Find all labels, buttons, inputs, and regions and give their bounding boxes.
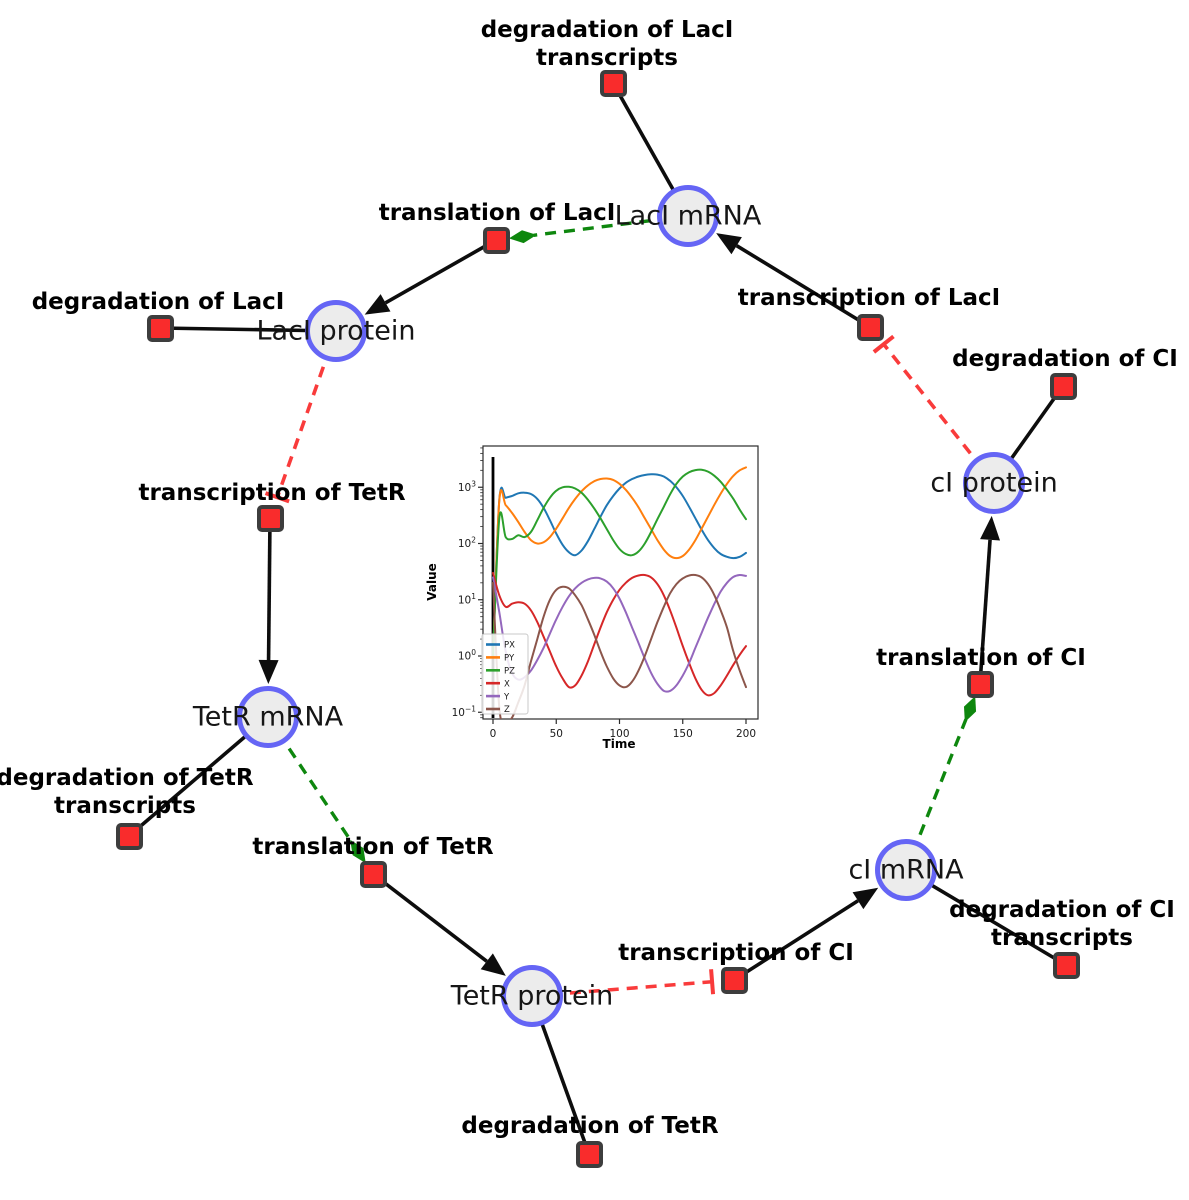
edge-tetr_mrna-translation_tetr-diamond	[350, 839, 366, 864]
reaction-node-transcription_ci[interactable]	[720, 966, 748, 994]
legend-label-PZ: PZ	[504, 667, 515, 677]
species-node-laci_protein[interactable]	[305, 300, 367, 362]
timecourse-inset-plot: Time Value 0 50 100 150 200 10−1 100 101 102 103 P…	[425, 435, 770, 765]
legend-label-Y: Y	[503, 692, 510, 702]
reaction-node-deg_laci_tx[interactable]	[599, 69, 627, 97]
edge-laci_mrna-translation_laci-diamond	[508, 230, 537, 244]
plot-x-axis-label: Time	[603, 737, 636, 751]
legend-label-PY: PY	[504, 654, 515, 664]
reaction-node-translation_laci[interactable]	[482, 226, 510, 254]
reaction-node-deg_ci[interactable]	[1049, 372, 1077, 400]
edge-transcription_ci-ci_mrna-arrowhead	[852, 887, 879, 910]
edge-ci_mrna-deg_ci_tx	[905, 868, 1067, 967]
edge-transcription_ci-ci_mrna	[733, 899, 859, 982]
x-tick-label: 50	[550, 728, 563, 740]
legend-box	[481, 633, 529, 715]
y-tick-label: 102	[458, 536, 476, 551]
edge-translation_laci-laci_protein	[384, 238, 497, 305]
series-line-PY	[492, 466, 747, 657]
series-line-Y	[492, 573, 747, 693]
species-node-ci_mrna[interactable]	[875, 839, 937, 901]
reaction-node-deg_tetr_tx[interactable]	[115, 822, 143, 850]
edge-transcription_tetr-tetr_mrna	[266, 517, 272, 661]
edge-translation_ci-ci_protein	[978, 539, 992, 685]
species-node-tetr_mrna[interactable]	[237, 686, 299, 748]
edge-translation_laci-laci_protein-arrowhead	[364, 294, 391, 315]
y-tick-label: 10−1	[452, 704, 477, 719]
edge-laci_protein-transcription_tetr-tbar	[264, 491, 290, 504]
x-tick-label: 100	[609, 728, 629, 740]
edge-ci_mrna-translation_ci-diamond	[963, 696, 977, 723]
y-tick-label: 100	[458, 648, 476, 663]
reaction-node-deg_laci[interactable]	[146, 314, 174, 342]
edge-translation_tetr-tetr_protein	[371, 872, 488, 963]
species-node-laci_mrna[interactable]	[657, 185, 719, 247]
plot-legend: PX PY PZ XYZ	[481, 633, 529, 715]
x-tick-label: 0	[490, 728, 497, 740]
edge-translation_ci-ci_protein-arrowhead	[980, 515, 1001, 541]
series-line-PZ	[492, 468, 747, 657]
edge-transcription_laci-laci_mrna-arrowhead	[716, 233, 742, 255]
edge-transcription_tetr-tetr_mrna-arrowhead	[258, 659, 279, 685]
plot-y-axis-label: Value	[425, 563, 439, 601]
reaction-node-translation_tetr[interactable]	[359, 860, 387, 888]
legend-label-Z: Z	[504, 705, 510, 715]
reaction-node-transcription_tetr[interactable]	[256, 504, 284, 532]
edge-translation_tetr-tetr_protein-arrowhead	[480, 953, 506, 976]
legend-label-PX: PX	[504, 641, 515, 651]
species-node-ci_protein[interactable]	[963, 452, 1025, 514]
series-line-Z	[492, 573, 747, 719]
x-tick-label: 150	[673, 728, 693, 740]
y-tick-label: 101	[458, 592, 476, 607]
species-node-tetr_protein[interactable]	[501, 965, 563, 1027]
x-tick-label: 200	[736, 728, 756, 740]
edge-transcription_laci-laci_mrna	[735, 244, 871, 329]
edge-ci_protein-transcription_laci-tbar	[872, 334, 895, 354]
reaction-node-translation_ci[interactable]	[966, 670, 994, 698]
edge-tetr_protein-transcription_ci-tbar	[709, 969, 716, 995]
y-tick-label: 103	[458, 479, 476, 494]
reaction-node-deg_ci_tx[interactable]	[1052, 951, 1080, 979]
series-line-PX	[492, 473, 747, 657]
series-line-X	[492, 571, 747, 697]
reaction-node-deg_tetr[interactable]	[575, 1140, 603, 1168]
reaction-node-transcription_laci[interactable]	[856, 313, 884, 341]
legend-label-X: X	[504, 679, 510, 689]
